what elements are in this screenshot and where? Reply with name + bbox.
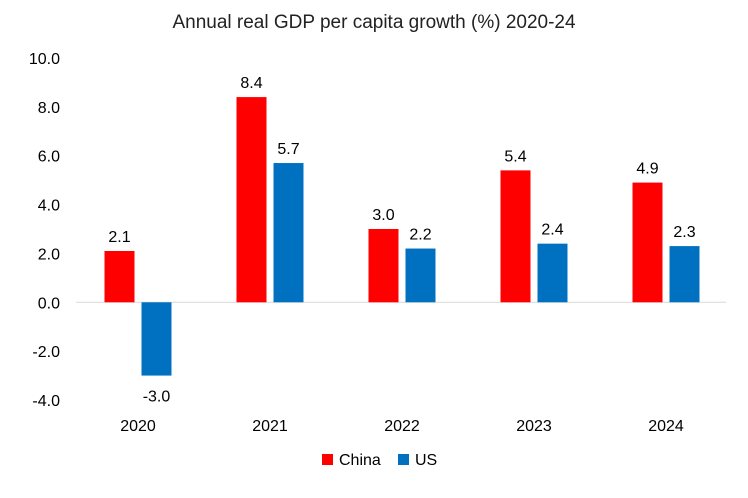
data-label-us-2024: 2.3 — [673, 224, 695, 241]
x-tick-label: 2023 — [516, 418, 552, 435]
y-tick-label: -4.0 — [32, 393, 60, 410]
legend-label-china: China — [339, 452, 381, 469]
data-label-china-2023: 5.4 — [504, 148, 526, 165]
data-label-china-2020: 2.1 — [108, 229, 130, 246]
y-tick-label: 6.0 — [38, 149, 60, 166]
data-label-china-2024: 4.9 — [636, 161, 658, 178]
x-tick-label: 2021 — [252, 418, 288, 435]
bar-china-2023 — [500, 170, 531, 303]
x-tick-label: 2024 — [648, 418, 684, 435]
data-label-china-2022: 3.0 — [372, 207, 394, 224]
bar-us-2020 — [141, 302, 172, 376]
data-label-us-2022: 2.2 — [409, 227, 431, 244]
y-tick-label: 10.0 — [29, 51, 60, 68]
y-tick-label: 2.0 — [38, 246, 60, 263]
bar-china-2022 — [368, 229, 399, 303]
x-tick-label: 2022 — [384, 418, 420, 435]
y-tick-label: 0.0 — [38, 295, 60, 312]
data-label-china-2021: 8.4 — [240, 75, 262, 92]
y-tick-label: 4.0 — [38, 198, 60, 215]
data-label-us-2021: 5.7 — [277, 141, 299, 158]
legend-swatch-us — [398, 454, 409, 465]
data-label-us-2020: -3.0 — [143, 389, 171, 406]
bar-us-2021 — [273, 163, 304, 303]
bar-us-2022 — [405, 248, 436, 303]
bar-us-2024 — [669, 246, 700, 303]
legend-label-us: US — [415, 452, 437, 469]
bar-china-2020 — [104, 250, 135, 303]
bar-china-2021 — [236, 97, 267, 303]
y-tick-label: -2.0 — [32, 344, 60, 361]
x-tick-label: 2020 — [120, 418, 156, 435]
bar-china-2024 — [632, 182, 663, 303]
data-label-us-2023: 2.4 — [541, 222, 563, 239]
chart-title: Annual real GDP per capita growth (%) 20… — [172, 12, 576, 33]
bar-us-2023 — [537, 243, 568, 303]
y-tick-label: 8.0 — [38, 100, 60, 117]
legend-swatch-china — [322, 454, 333, 465]
